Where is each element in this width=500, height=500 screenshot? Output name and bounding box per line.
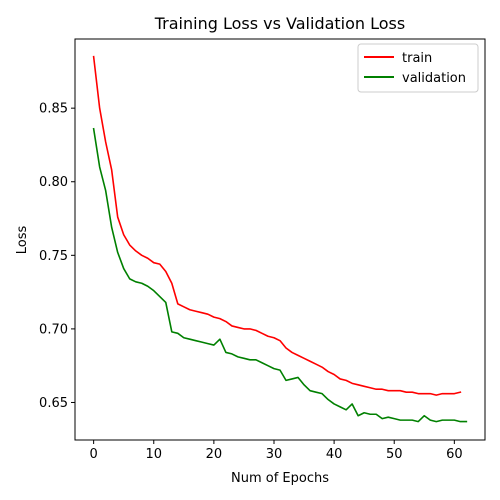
y-axis-title: Loss bbox=[15, 226, 30, 255]
y-tick-label: 0.75 bbox=[39, 249, 68, 264]
series-line-train bbox=[92, 55, 462, 396]
y-tick-label: 0.85 bbox=[39, 102, 68, 117]
y-tick-label: 0.80 bbox=[39, 175, 68, 190]
y-axis: 0.65 0.70 0.75 0.80 0.85 bbox=[39, 102, 75, 411]
series-line-validation bbox=[92, 127, 468, 423]
legend-label-train: train bbox=[402, 51, 432, 66]
y-tick-label: 0.70 bbox=[39, 322, 68, 337]
plot-frame bbox=[74, 38, 486, 441]
y-tick-label: 0.65 bbox=[39, 396, 68, 411]
x-axis-title: Num of Epochs bbox=[231, 471, 329, 486]
x-tick-label: 20 bbox=[206, 447, 223, 462]
x-axis: 0 10 20 30 40 50 60 bbox=[89, 440, 463, 462]
x-tick-label: 10 bbox=[145, 447, 162, 462]
chart-title: Training Loss vs Validation Loss bbox=[154, 14, 405, 33]
x-tick-label: 60 bbox=[446, 447, 463, 462]
x-tick-label: 50 bbox=[386, 447, 403, 462]
plot-area bbox=[92, 55, 468, 423]
x-tick-label: 40 bbox=[326, 447, 343, 462]
x-tick-label: 0 bbox=[89, 447, 97, 462]
x-tick-label: 30 bbox=[266, 447, 283, 462]
legend-label-validation: validation bbox=[402, 71, 466, 86]
legend: train validation bbox=[357, 43, 479, 93]
